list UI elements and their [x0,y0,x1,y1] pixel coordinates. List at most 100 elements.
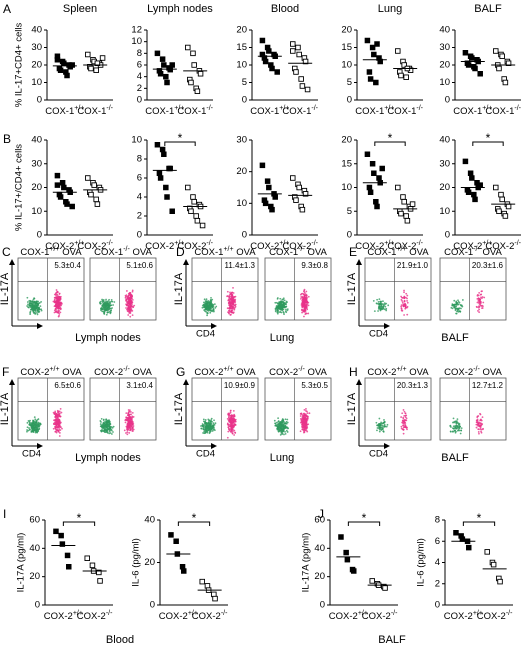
flow-event [229,421,232,423]
flow-event [60,411,63,414]
y-tick-label: 20 [31,182,42,193]
flow-event [454,420,457,423]
data-point [266,184,272,191]
flow-event [305,421,308,424]
y-tick-label: 0 [435,600,440,611]
flow-event [453,420,456,423]
flow-event [460,304,463,307]
flow-event [131,426,134,429]
data-point [64,201,70,207]
data-point [395,48,401,54]
y-axis-label: IL-6 (pg/ml) [416,538,427,587]
data-point [467,170,474,176]
flow-event [55,415,58,417]
y-tick-label: 0 [37,230,42,241]
y-tick-label: 30 [31,158,42,169]
flow-event [103,301,106,304]
flow-event [285,426,288,429]
flow-event [378,417,381,420]
flow-event [58,421,61,424]
flow-event [204,302,206,305]
flow-event [128,298,131,301]
data-point [159,146,166,153]
percent-label: 20.3±1.6 [472,261,504,270]
data-point [262,200,269,207]
tissue-label: Lung [270,452,294,464]
flow-event [284,433,287,435]
data-point [154,141,161,148]
flow-event [404,426,407,429]
flow-event [455,300,458,303]
flow-event [303,307,306,310]
flow-event [205,304,208,307]
y-tick-label: 20 [236,25,247,36]
flow-event [301,421,304,424]
flow-plot-title: COX-1-/- OVA [94,246,152,258]
flow-event [301,417,304,420]
flow-event [53,300,56,303]
flow-event [57,307,60,310]
y-axis-label: IL-17A [173,392,185,425]
flow-event [202,432,204,434]
flow-event [124,421,127,424]
flow-event [213,426,215,429]
flow-event [231,297,234,300]
flow-event [212,308,215,311]
flow-event [228,428,231,431]
flow-event [286,308,289,311]
x-tick-label: COX-2-/- [282,240,318,252]
flow-event [378,425,381,428]
flow-event [231,424,234,427]
data-point [379,165,385,172]
flow-event [406,294,409,297]
flow-event [28,420,31,423]
flow-event [482,301,485,304]
data-point [369,160,376,167]
data-point [64,72,70,79]
flow-event [109,426,112,429]
flow-event [37,310,40,313]
data-point [57,67,64,73]
flow-event [127,427,130,430]
flow-event [57,429,60,432]
flow-event [476,301,479,304]
flow-event [453,306,456,309]
flow-event [128,426,131,428]
data-point [161,62,167,68]
flow-event [125,294,128,297]
flow-event [227,426,230,429]
flow-event [376,429,378,432]
flow-event [131,298,134,301]
flow-event [56,306,59,309]
data-point [85,51,91,58]
flow-event [385,425,388,428]
flow-event [231,415,234,418]
flow-event [52,427,55,430]
flow-event [303,412,305,415]
flow-event [207,304,210,307]
flow-event [34,313,37,315]
flow-event [228,419,231,421]
flow-event [299,415,302,417]
flow-event [230,304,233,306]
flow-event [129,422,132,425]
flow-event [455,422,458,425]
flow-event [228,294,231,297]
x-tick-label: COX-2-/- [77,610,113,622]
significance-mark: * [486,131,491,145]
flow-event [275,424,278,427]
data-point [344,556,351,563]
flow-event [378,430,381,433]
y-tick-label: 0 [320,600,325,611]
data-point [409,201,416,207]
flow-event [454,308,457,310]
flow-event [403,314,405,316]
data-point [472,196,478,203]
flow-event [307,295,310,298]
flow-event [230,424,233,427]
flow-event [229,416,232,419]
flow-event [276,427,279,430]
flow-event [458,427,460,430]
y-axis-label: IL-17A (pg/ml) [301,533,312,593]
y-axis-label: % IL-17+/CD4+ cells [14,144,25,231]
